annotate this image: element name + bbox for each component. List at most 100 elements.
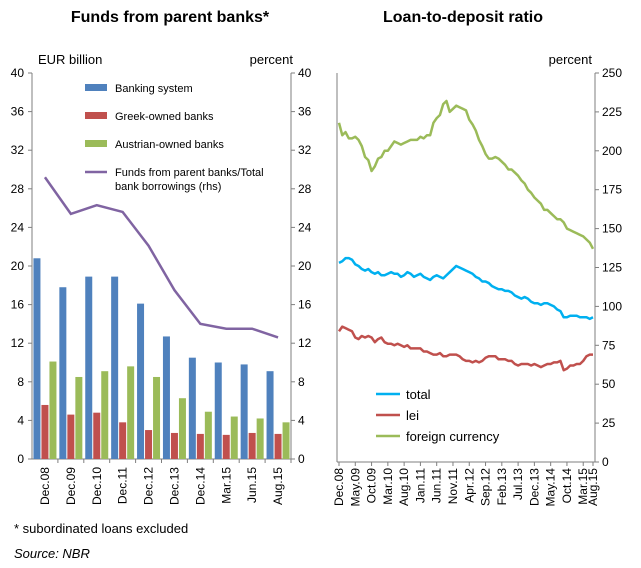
- x-tick-label: Dec.08: [332, 468, 346, 506]
- bar-greek-owned-banks: [119, 422, 127, 459]
- x-tick-label: Dec.11: [116, 467, 130, 504]
- bar-greek-owned-banks: [274, 433, 282, 459]
- bar-austrian-owned-banks: [75, 376, 83, 459]
- bar-banking-system: [214, 362, 222, 459]
- bar-greek-owned-banks: [67, 414, 75, 459]
- x-tick-label: Feb.13: [495, 468, 509, 506]
- x-tick-label: Mar.15: [219, 467, 233, 504]
- left-chart: 0 4 8 12 16 20 24 28 32 36 40 0 4 8 12 16 20 24 28 32 36 40 De…: [11, 66, 312, 505]
- left-y-tick-label: 12: [11, 336, 25, 350]
- bar-banking-system: [137, 303, 145, 459]
- right-y-tick-label: 32: [298, 143, 312, 157]
- x-tick-label: Dec.14: [193, 467, 207, 505]
- right-chart: 0 25 50 75 100 125 150 175 200 225 250 Dec.08 May.09…: [332, 66, 622, 506]
- right-y-tick-label: 0: [298, 452, 305, 466]
- bar-greek-owned-banks: [145, 430, 153, 459]
- x-tick-label: Apr.12: [462, 468, 476, 503]
- left-chart-title: Funds from parent banks*: [71, 9, 270, 26]
- right-y-tick-label: 24: [298, 220, 312, 234]
- left-y-tick-label: 24: [11, 220, 25, 234]
- left-y-tick-label: 20: [11, 259, 25, 273]
- legend-label: lei: [406, 408, 419, 423]
- right-y-tick-label: 75: [602, 338, 616, 352]
- right-y-tick-label: 125: [602, 261, 622, 275]
- bar-austrian-owned-banks: [153, 376, 161, 459]
- x-tick-label: Dec.09: [64, 467, 78, 505]
- bar-banking-system: [266, 371, 274, 459]
- line-funds-ratio: [43, 176, 279, 339]
- bar-austrian-owned-banks: [178, 398, 186, 459]
- bar-greek-owned-banks: [170, 432, 178, 459]
- right-chart-ylabel-right: percent: [549, 52, 593, 67]
- x-tick-label: Jun.15: [245, 467, 259, 503]
- x-tick-label: Dec.13: [167, 467, 181, 505]
- x-tick-label: Jul.13: [511, 468, 525, 500]
- source-note: Source: NBR: [14, 546, 90, 561]
- bar-greek-owned-banks: [41, 404, 49, 459]
- legend-label: Austrian-owned banks: [115, 139, 224, 151]
- right-y-tick-label: 175: [602, 183, 622, 197]
- right-y-tick-label: 25: [602, 416, 616, 430]
- legend-label: bank borrowings (rhs): [115, 181, 221, 193]
- x-tick-label: Sep.12: [479, 468, 493, 506]
- right-y-tick-label: 28: [298, 182, 312, 196]
- footnote: * subordinated loans excluded: [14, 521, 188, 536]
- right-y-tick-label: 225: [602, 105, 622, 119]
- right-y-tick-label: 12: [298, 336, 312, 350]
- left-y-tick-label: 28: [11, 182, 25, 196]
- line-foreign-currency: [337, 99, 595, 250]
- left-y-tick-label: 36: [11, 105, 25, 119]
- bar-greek-owned-banks: [248, 432, 256, 459]
- bar-banking-system: [111, 276, 119, 459]
- legend-label: foreign currency: [406, 429, 500, 444]
- right-y-tick-label: 8: [298, 375, 305, 389]
- x-tick-label: Jan.11: [413, 468, 427, 503]
- x-tick-label: Nov.11: [446, 468, 460, 505]
- legend-label: total: [406, 387, 431, 402]
- right-y-tick-label: 36: [298, 105, 312, 119]
- bar-austrian-owned-banks: [49, 361, 57, 459]
- x-tick-label: Jun.11: [430, 468, 444, 503]
- left-y-tick-label: 8: [17, 375, 24, 389]
- bar-greek-owned-banks: [222, 434, 230, 459]
- right-y-tick-label: 40: [298, 66, 312, 80]
- left-chart-ylabel-left: EUR billion: [38, 52, 102, 67]
- bar-banking-system: [33, 258, 41, 459]
- right-y-tick-label: 200: [602, 144, 622, 158]
- left-y-tick-label: 16: [11, 298, 25, 312]
- right-y-tick-label: 100: [602, 299, 622, 313]
- x-tick-label: Oct.09: [365, 468, 379, 504]
- x-tick-label: Aug.15: [586, 468, 600, 506]
- legend-swatch: [85, 140, 107, 147]
- x-tick-label: Dec.08: [38, 467, 52, 505]
- right-y-tick-label: 0: [602, 455, 609, 469]
- left-chart-ylabel-right: percent: [250, 52, 294, 67]
- line-total: [338, 256, 594, 321]
- x-tick-label: Aug.15: [271, 467, 285, 505]
- bar-austrian-owned-banks: [101, 371, 109, 459]
- line-lei: [337, 325, 593, 372]
- left-y-tick-label: 0: [17, 452, 24, 466]
- left-y-tick-label: 40: [11, 66, 25, 80]
- left-y-tick-label: 32: [11, 143, 25, 157]
- left-y-tick-label: 4: [17, 413, 24, 427]
- x-tick-label: May.14: [544, 468, 558, 507]
- x-tick-label: Dec.13: [527, 468, 541, 506]
- bar-austrian-owned-banks: [204, 411, 212, 459]
- bar-banking-system: [188, 357, 196, 459]
- bar-banking-system: [85, 276, 93, 459]
- x-tick-label: Mar.15: [576, 468, 590, 505]
- legend-swatch: [85, 112, 107, 119]
- bar-austrian-owned-banks: [127, 366, 135, 459]
- right-y-tick-label: 20: [298, 259, 312, 273]
- bar-greek-owned-banks: [196, 433, 204, 459]
- x-tick-label: May.09: [348, 468, 362, 507]
- bar-banking-system: [240, 364, 248, 459]
- right-y-tick-label: 150: [602, 222, 622, 236]
- x-tick-label: Dec.10: [90, 467, 104, 505]
- x-tick-label: Aug.10: [397, 468, 411, 506]
- bar-austrian-owned-banks: [230, 416, 238, 459]
- right-chart-title: Loan-to-deposit ratio: [383, 9, 543, 26]
- legend-label: Funds from parent banks/Total: [115, 167, 264, 179]
